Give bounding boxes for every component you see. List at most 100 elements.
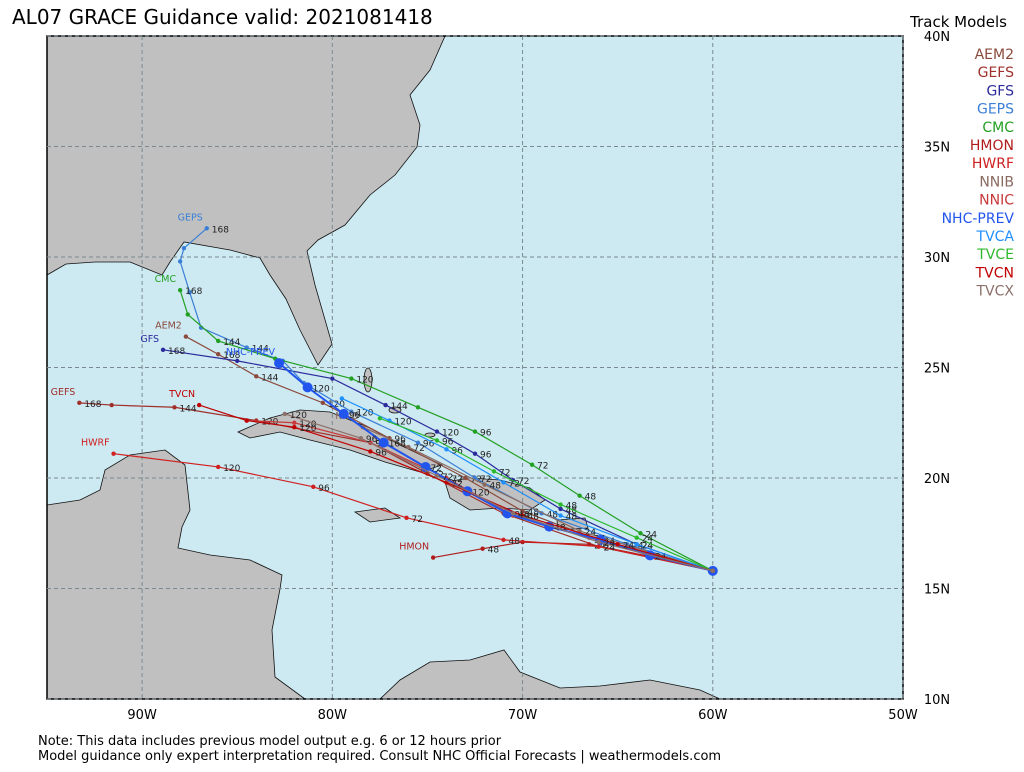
track-point [634,542,639,547]
mexico-central-america [46,449,307,700]
x-tick-label: 80W [318,708,348,723]
track-label: CMC [155,274,177,285]
y-tick-label: 25N [924,362,950,377]
track-point [596,544,601,549]
x-tick-label: 60W [698,708,728,723]
forecast-hour: 72 [442,473,453,483]
track-point [216,352,221,357]
forecast-hour: 48 [509,537,521,547]
forecast-hour: 120 [223,464,240,474]
track-point [529,462,535,467]
track-point [216,338,221,344]
track-point [172,405,177,410]
forecast-hour: 120 [261,418,278,428]
track-point [160,347,166,353]
forecast-hour: 96 [423,440,435,450]
track-point [463,475,468,481]
track-point [187,290,192,295]
track-point [378,437,389,448]
track-point [472,451,478,456]
legend-entry: TVCE [976,247,1014,263]
forecast-hour: 144 [179,404,196,414]
track-point [558,502,563,507]
track-point [254,374,259,379]
legend-entry: TVCX [976,284,1015,300]
track-point [472,429,478,434]
legend-entry: NHC-PREV [942,211,1015,227]
forecast-hour: 96 [375,448,387,458]
forecast-hour: 48 [488,546,500,556]
legend-entry: AEM2 [975,47,1014,63]
y-tick-label: 30N [924,251,950,266]
track-label: NHC-PREV [226,347,276,358]
legend-title: Track Models [909,13,1007,31]
legend-entry: HMON [970,138,1014,154]
track-point [710,568,715,574]
track-point [596,539,601,545]
track-point [109,402,114,408]
track-point [358,436,364,441]
forecast-hour: 72 [509,479,520,489]
track-point [501,480,506,485]
track-point [577,493,582,498]
forecast-hour: 144 [261,373,278,383]
legend-entry: HWRF [972,156,1014,172]
track-point [320,400,326,406]
legend-entry: NNIB [979,174,1014,190]
track-point [434,473,440,478]
cuba [237,409,444,473]
track-point [77,400,82,406]
track-point [183,334,189,339]
forecast-hour: 168 [168,347,185,357]
forecast-hour: 168 [223,351,240,361]
forecast-hour: 168 [389,440,406,450]
forecast-hour: 48 [566,506,578,516]
note: Model guidance only expert interpretatio… [38,749,721,764]
forecast-hour: 120 [299,420,316,430]
forecast-hour: 120 [299,424,316,434]
forecast-hour: 72 [431,464,442,474]
track-label: TVCN [168,389,195,400]
land [46,35,721,700]
track-point [181,245,187,251]
legend: AEM2 GEFS GFS GEPS CMC HMON HWRF NNIB NNIC NHC-PR… [942,47,1015,300]
forecast-hour: 168 [212,225,229,235]
track-point [330,376,335,381]
forecast-hour: 120 [442,429,459,439]
track-label: GFS [140,334,159,345]
forecast-hour: 48 [490,482,502,492]
track-point [311,484,316,490]
forecast-hour: 120 [313,384,330,394]
track-label: HWRF [81,438,110,449]
forecast-hour: 48 [585,493,597,503]
track-point [338,408,349,419]
track-label: GEPS [178,212,203,223]
forecast-hour: 24 [623,541,635,551]
forecast-hour: 48 [566,502,578,512]
legend-entry: NNIC [979,193,1014,209]
track-line [198,404,713,572]
forecast-hour: 96 [318,484,330,494]
track-point [216,464,221,470]
forecast-hour: 168 [185,287,202,297]
track-point [292,424,297,430]
track-point [349,409,354,414]
y-tick-label: 10N [924,693,950,708]
track-point [185,312,190,317]
forecast-hour: 72 [412,515,423,525]
track-point [558,513,563,518]
y-tick-label: 35N [924,141,950,156]
track-layer: 24487296120144168AEM224487296120144168GE… [51,212,718,576]
track-point [480,546,485,551]
forecast-hour: 24 [642,535,654,545]
forecast-hour: 96 [480,429,492,439]
forecast-hour: 48 [566,513,578,523]
track-point [274,358,285,369]
forecast-hour: 120 [394,418,411,428]
forecast-hour: 72 [518,477,529,487]
forecast-hour: 48 [528,508,540,518]
track-line [379,417,714,572]
track-label: GEFS [51,387,76,398]
x-tick-label: 90W [127,708,157,723]
